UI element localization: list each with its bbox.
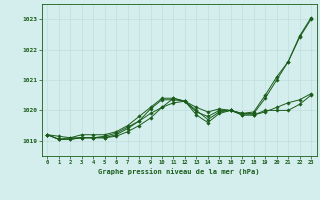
X-axis label: Graphe pression niveau de la mer (hPa): Graphe pression niveau de la mer (hPa) [99,168,260,175]
